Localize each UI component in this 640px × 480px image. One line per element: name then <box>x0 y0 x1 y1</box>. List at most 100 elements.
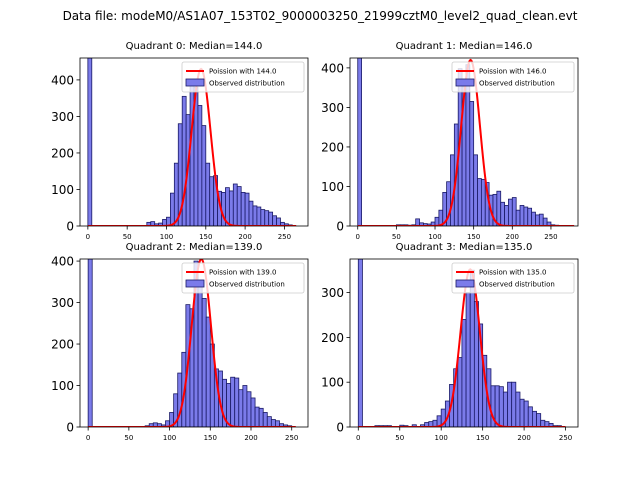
histogram-bar <box>260 209 266 226</box>
plot-area <box>87 58 297 226</box>
histogram-bar <box>256 206 262 226</box>
legend-box <box>181 262 305 294</box>
histogram-bar <box>258 407 264 427</box>
histogram-bar <box>515 209 521 226</box>
quadrant-2-chart: 0 50 100 150 200 250 0 100 200 300 400 Quadrant 2: … <box>51 242 309 442</box>
histogram-bar <box>532 410 537 427</box>
x-tick-label: 150 <box>199 233 212 241</box>
histogram-bar <box>461 319 467 427</box>
y-tick-label: 0 <box>336 220 344 234</box>
legend-bar-swatch <box>455 78 475 87</box>
poisson-curve <box>358 268 566 427</box>
poisson-curve <box>88 259 296 427</box>
x-tick-label: 50 <box>392 233 401 241</box>
histogram-bar <box>415 218 420 226</box>
chart-title: Quadrant 2: Median=139.0 <box>126 242 263 253</box>
chart-title: Quadrant 0: Median=144.0 <box>126 41 263 52</box>
histogram-bar <box>205 162 211 226</box>
x-tick-label: 200 <box>244 434 257 442</box>
histogram-bar <box>511 197 517 226</box>
y-tick-label: 100 <box>51 379 74 393</box>
x-tick-label: 100 <box>428 233 441 241</box>
legend-bar-swatch <box>455 279 475 288</box>
legend-label-observed: Observed distribution <box>479 281 555 289</box>
x-tick-label: 100 <box>435 434 448 442</box>
y-tick-label: 0 <box>336 421 344 435</box>
legend: Poission with 135.0 Observed distribution <box>451 262 575 294</box>
histogram-bar <box>469 101 475 226</box>
legend: Poission with 144.0 Observed distribution <box>181 61 305 93</box>
histogram-bar <box>262 412 268 427</box>
histogram-bar <box>201 298 207 427</box>
legend-bar-swatch <box>185 279 205 288</box>
histogram-bar <box>238 389 244 427</box>
histogram-bar <box>500 201 505 226</box>
histogram-bar <box>527 406 533 427</box>
histogram-bar <box>507 381 513 427</box>
x-tick-label: 150 <box>467 233 480 241</box>
histogram-bar <box>254 406 260 427</box>
axes-frame <box>349 57 579 227</box>
histogram-bar <box>519 398 525 427</box>
x-tick-label: 50 <box>124 434 133 442</box>
y-tick-label: 300 <box>51 296 74 310</box>
histogram-bar <box>496 190 502 226</box>
x-tick-label: 0 <box>86 434 90 442</box>
histogram-bar <box>252 205 258 226</box>
histogram-bar <box>519 205 525 226</box>
chart-title: Quadrant 1: Median=146.0 <box>396 41 533 52</box>
histogram-bar <box>276 217 281 226</box>
histogram-bar <box>246 391 252 427</box>
x-tick-label: 150 <box>476 434 489 442</box>
y-tick-label: 0 <box>66 421 74 435</box>
x-tick-label: 150 <box>204 434 217 442</box>
y-tick-label: 100 <box>321 180 344 194</box>
legend-label-observed: Observed distribution <box>209 80 285 88</box>
histogram-bar <box>197 105 203 226</box>
x-tick-label: 200 <box>506 233 519 241</box>
histogram-bar <box>228 190 234 226</box>
histogram-bar <box>357 259 363 427</box>
quadrant-3-chart: 0 50 100 150 200 250 0 100 200 300 Quadrant 3: Med… <box>321 242 579 442</box>
histogram-bar <box>205 316 211 427</box>
histogram-bar <box>498 386 504 427</box>
legend: Poission with 146.0 Observed distribution <box>451 61 575 93</box>
legend-label-observed: Observed distribution <box>209 281 285 289</box>
histogram-bar <box>189 81 195 226</box>
legend-label-observed: Observed distribution <box>479 80 555 88</box>
histogram-bar <box>87 259 93 427</box>
histogram-bar <box>170 192 175 226</box>
histogram-bar <box>264 210 270 226</box>
quadrant-1-chart: 0 50 100 150 200 250 0 100 200 300 400 Quadrant 1: … <box>321 41 579 241</box>
histogram-bar <box>473 154 478 226</box>
histogram-bar <box>209 176 215 226</box>
histogram-bar <box>523 400 529 427</box>
y-tick-label: 300 <box>51 110 74 124</box>
x-tick-label: 0 <box>86 233 90 241</box>
x-tick-label: 50 <box>123 233 132 241</box>
histogram-bar <box>546 221 552 226</box>
histogram-bar <box>236 186 242 226</box>
y-tick-label: 200 <box>321 331 344 345</box>
histogram-bar <box>502 391 508 427</box>
histogram-bar <box>272 215 277 226</box>
histogram-bar <box>457 357 463 427</box>
plot-area <box>87 259 296 427</box>
histogram-bar <box>535 214 540 226</box>
histogram-bar <box>248 200 254 226</box>
histogram-bar <box>270 419 276 427</box>
histogram-bar <box>538 213 544 226</box>
axes-frame <box>349 258 579 428</box>
axes-frame <box>79 57 309 227</box>
legend-box <box>451 262 575 294</box>
legend-label-poisson: Poission with 146.0 <box>479 68 547 76</box>
legend-box <box>181 61 305 93</box>
x-tick-label: 0 <box>355 233 359 241</box>
histogram-bar <box>242 385 248 427</box>
histogram-bar <box>87 58 93 226</box>
histogram-bar <box>357 58 362 226</box>
legend: Poission with 139.0 Observed distribution <box>181 262 305 294</box>
legend-label-poisson: Poission with 135.0 <box>479 269 547 277</box>
poisson-curve <box>87 67 297 226</box>
